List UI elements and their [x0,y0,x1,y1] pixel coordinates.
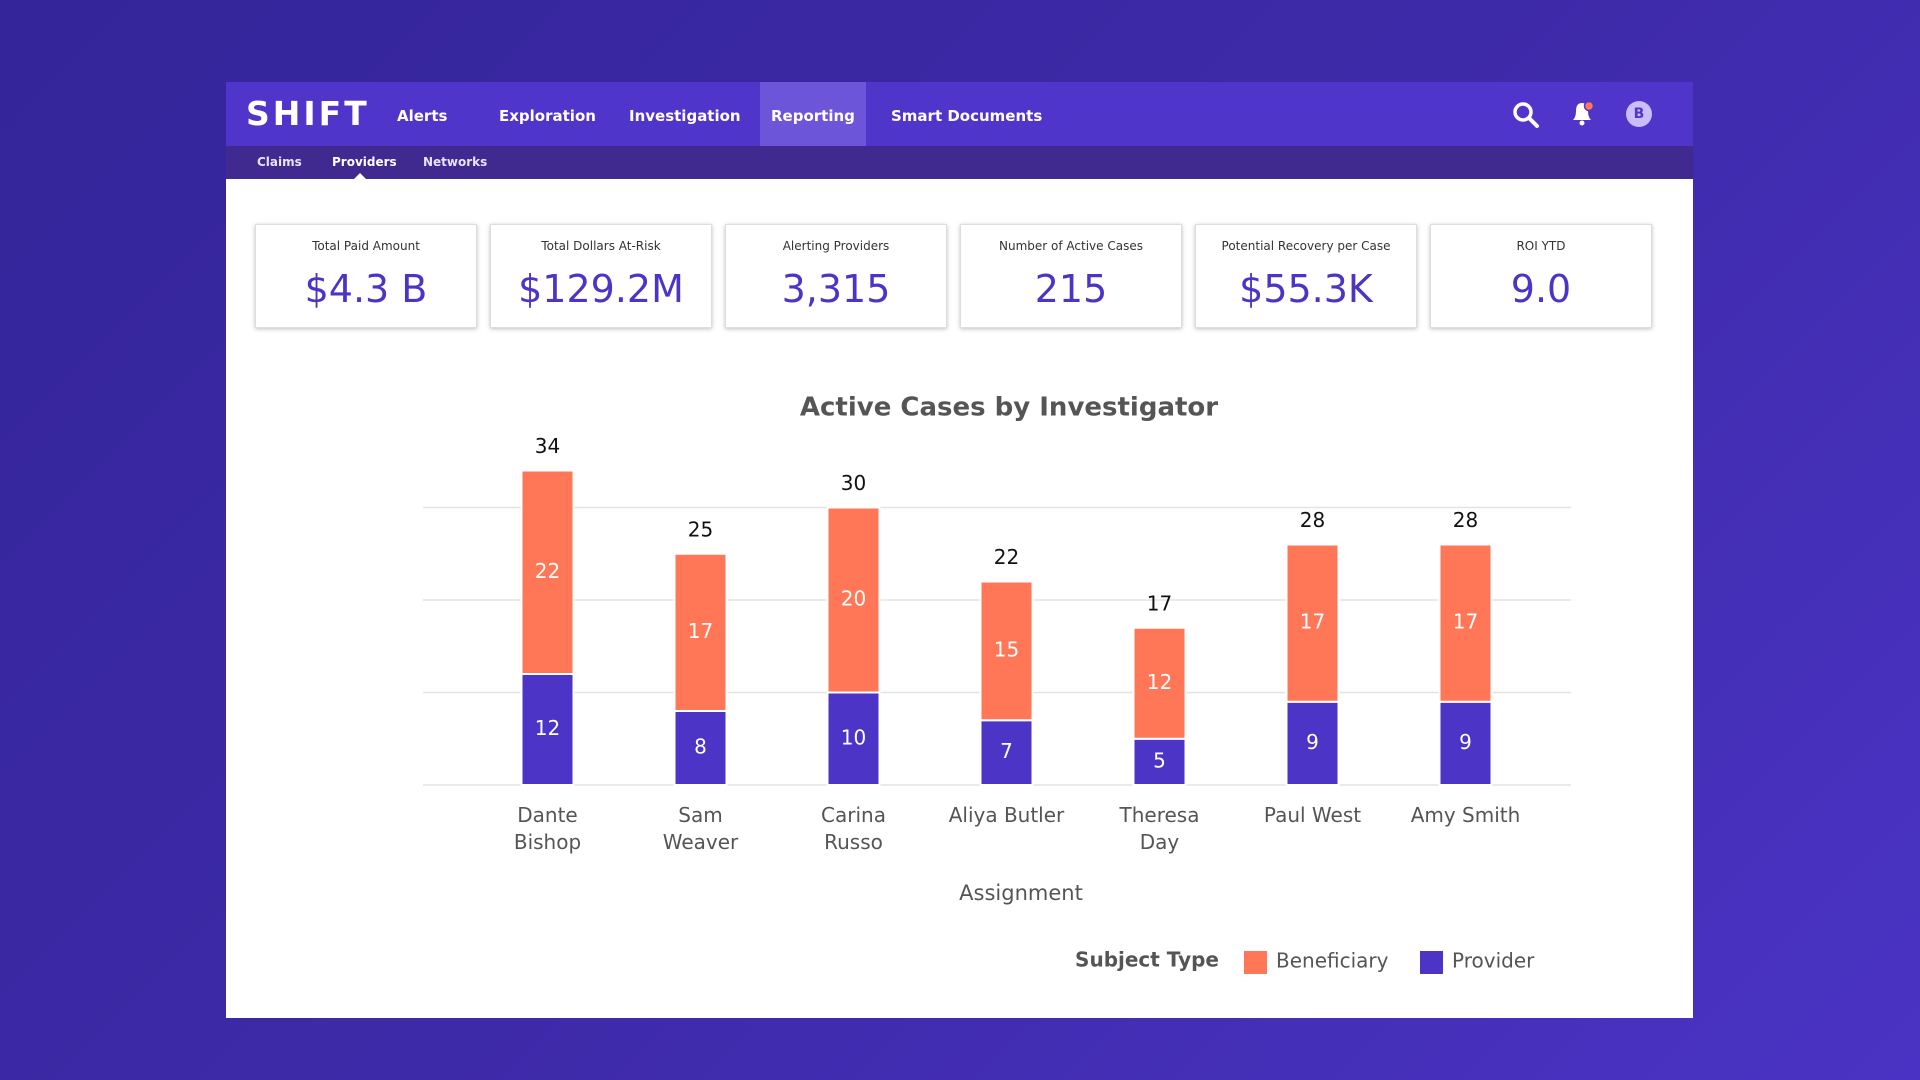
bar-segment [979,719,1034,786]
bar-segment [1132,737,1187,786]
x-tick-label: Carina Russo [821,803,886,854]
nav-tab[interactable]: Reporting [760,82,866,146]
sub-nav-tab[interactable]: Claims [257,155,302,169]
logo[interactable]: SHIFT [246,94,370,133]
total-label: 22 [994,545,1019,569]
value-label: 17 [1300,610,1325,634]
kpi-card: ROI YTD 9.0 [1430,224,1652,328]
legend-label: Provider [1452,949,1535,973]
bar-segment [1132,626,1187,740]
kpi-card: Potential Recovery per Case $55.3K [1195,224,1417,328]
total-label: 34 [535,434,560,458]
total-label: 28 [1453,508,1478,532]
kpi-value: $4.3 B [304,267,428,311]
active-indicator [354,173,366,179]
legend-swatch [1244,951,1267,974]
chart-title: Active Cases by Investigator [800,393,1218,423]
bar-segment [520,673,575,786]
bar-segment [673,552,728,712]
total-label: 28 [1300,508,1325,532]
bar-segment [826,691,881,786]
x-tick-label: Sam Weaver [662,803,739,854]
total-label: 30 [841,471,866,495]
notification-icon[interactable] [1568,98,1598,130]
legend-label: Beneficiary [1276,949,1389,973]
kpi-label: Alerting Providers [782,239,890,253]
kpi-value: 3,315 [781,267,891,311]
kpi-card: Number of Active Cases 215 [960,224,1182,328]
kpi-label: Potential Recovery per Case [1221,239,1391,253]
kpi-label: ROI YTD [1516,239,1566,253]
value-label: 9 [1306,730,1319,754]
legend-swatch [1420,951,1443,974]
value-label: 5 [1153,748,1166,772]
bar-segment [1438,700,1493,786]
kpi-label: Total Dollars At-Risk [541,239,661,253]
nav-tab[interactable]: Alerts [397,107,448,125]
sub-navbar: Claims Providers Networks [226,146,1693,179]
kpi-value: 215 [1034,267,1108,311]
bar-segment [826,506,881,694]
value-label: 10 [841,725,866,749]
chart: Active Cases by Investigator Assignment … [423,393,1571,974]
value-label: 22 [535,559,560,583]
search-icon[interactable] [1511,100,1541,130]
x-tick-label: Paul West [1263,803,1362,827]
value-label: 12 [535,716,560,740]
x-tick-label: Aliya Butler [948,803,1065,827]
value-label: 17 [1453,610,1478,634]
bar-segment [520,469,575,675]
legend-title: Subject Type [1075,948,1219,972]
kpi-value: 9.0 [1510,267,1572,311]
value-label: 7 [1000,739,1013,763]
value-label: 20 [841,587,866,611]
navbar: SHIFT B Alerts Exploration Investigation Re… [226,82,1693,146]
kpi-card: Total Paid Amount $4.3 B [255,224,477,328]
user-avatar[interactable]: B [1626,101,1652,127]
value-label: 8 [694,735,707,759]
kpi-value: $129.2M [518,267,684,311]
bar-segment [1285,543,1340,703]
kpi-card: Alerting Providers 3,315 [725,224,947,328]
total-label: 25 [688,517,713,541]
value-label: 9 [1459,730,1472,754]
bar-segment [1438,543,1493,703]
kpi-value: $55.3K [1239,267,1373,311]
bar-segment [1285,700,1340,786]
bar-segment [979,580,1034,722]
x-tick-label: Dante Bishop [513,803,582,854]
value-label: 12 [1147,670,1172,694]
kpi-card: Total Dollars At-Risk $129.2M [490,224,712,328]
x-tick-label: Amy Smith [1410,803,1521,827]
total-label: 17 [1147,591,1172,615]
nav-tab[interactable]: Investigation [629,107,741,125]
nav-tab[interactable]: Smart Documents [891,107,1043,125]
kpi-label: Number of Active Cases [999,239,1143,253]
x-axis-label: Assignment [959,881,1083,905]
value-label: 17 [688,619,713,643]
sub-nav-tab[interactable]: Providers [332,155,397,169]
kpi-label: Total Paid Amount [312,239,420,253]
app-window: Active Cases by Investigator Assignment … [226,82,1693,1018]
nav-tab[interactable]: Exploration [499,107,596,125]
value-label: 15 [994,637,1019,661]
sub-nav-tab[interactable]: Networks [423,155,488,169]
x-tick-label: Theresa Day [1119,803,1200,854]
